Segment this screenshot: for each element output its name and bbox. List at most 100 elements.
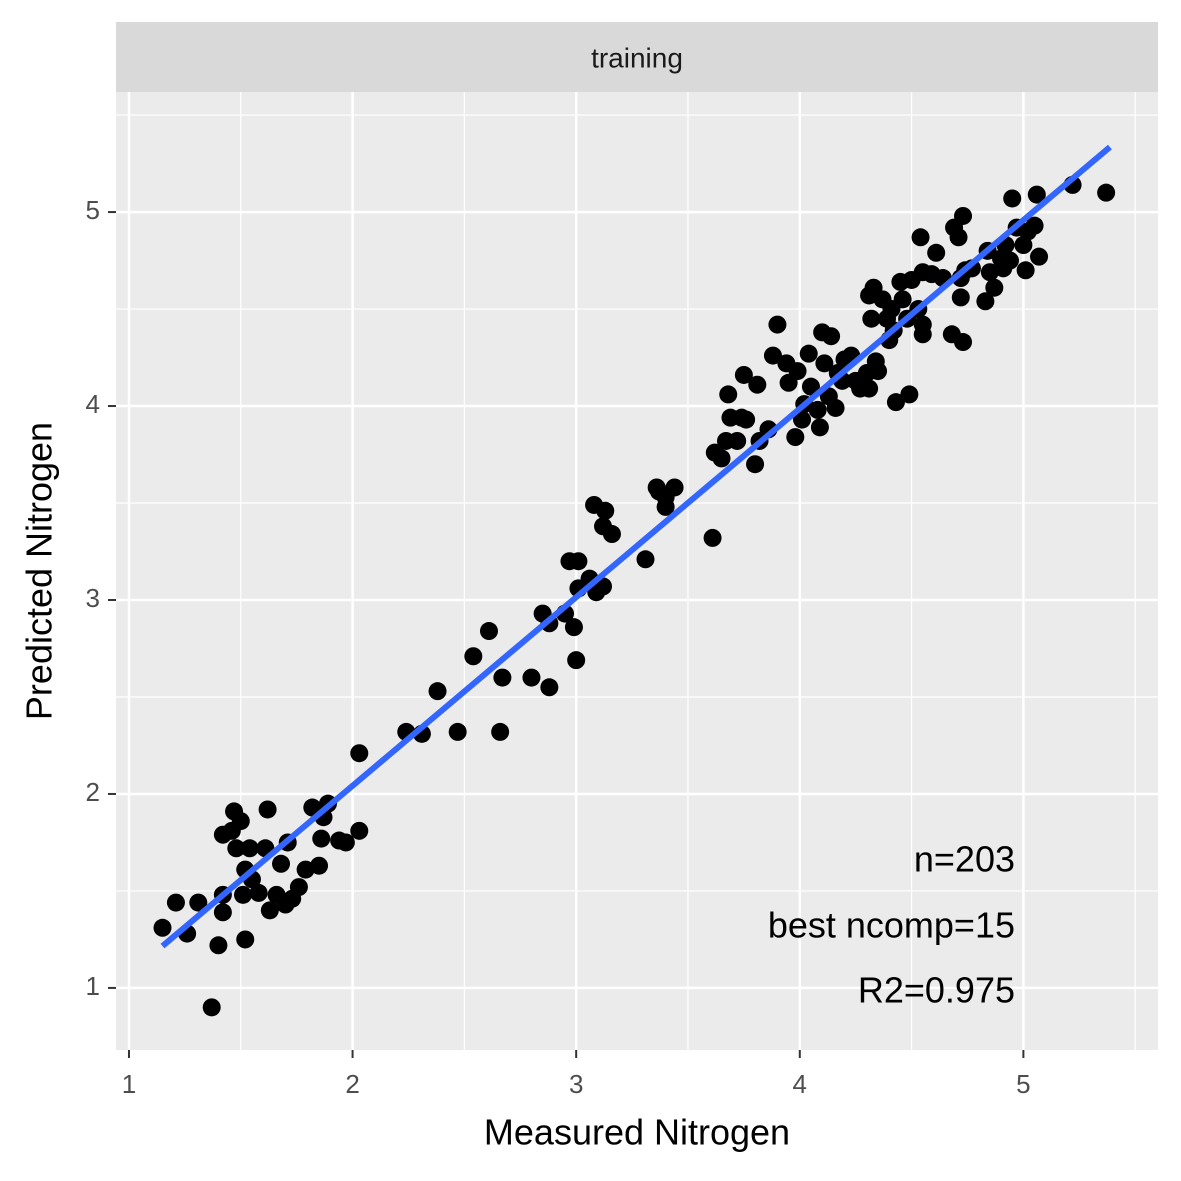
point: [569, 552, 588, 571]
point: [522, 668, 541, 687]
point: [310, 856, 329, 875]
point: [985, 278, 1004, 297]
point: [951, 288, 970, 307]
point: [272, 854, 291, 873]
point: [913, 325, 932, 344]
point: [448, 722, 467, 741]
point: [822, 327, 841, 346]
point: [799, 344, 818, 363]
annotation: best ncomp=15: [768, 905, 1015, 946]
point: [567, 651, 586, 670]
point: [900, 385, 919, 404]
point: [719, 385, 738, 404]
point: [1027, 185, 1046, 204]
axes: 1 2 3 4 5 1 2 3 4 5: [86, 195, 1031, 1099]
point: [231, 812, 250, 831]
point: [1003, 189, 1022, 208]
point: [893, 290, 912, 309]
marks: [153, 144, 1116, 1017]
point: [258, 800, 277, 819]
point: [1097, 183, 1116, 202]
x-tick-label: 1: [122, 1069, 136, 1099]
point: [1000, 251, 1019, 270]
point: [886, 393, 905, 412]
point: [927, 243, 946, 262]
point: [808, 400, 827, 419]
point: [236, 930, 255, 949]
point: [656, 497, 675, 516]
point: [703, 528, 722, 547]
point: [1016, 261, 1035, 280]
point: [428, 682, 447, 701]
y-axis-title: Predicted Nitrogen: [19, 422, 60, 720]
point: [793, 410, 812, 429]
point: [240, 839, 259, 858]
annotation: n=203: [914, 839, 1015, 880]
x-tick-label: 4: [793, 1069, 807, 1099]
y-tick-label: 3: [86, 583, 100, 613]
point: [1025, 216, 1044, 235]
point: [602, 525, 621, 544]
point: [213, 903, 232, 922]
point: [1014, 236, 1033, 255]
point: [312, 829, 331, 848]
point: [636, 550, 655, 569]
point: [166, 893, 185, 912]
point: [665, 478, 684, 497]
point: [734, 365, 753, 384]
point: [153, 918, 172, 937]
point: [289, 878, 308, 897]
point: [493, 668, 512, 687]
point: [911, 228, 930, 247]
y-tick-label: 4: [86, 389, 100, 419]
point: [249, 883, 268, 902]
point: [209, 936, 228, 955]
point: [202, 998, 221, 1017]
point: [227, 839, 246, 858]
point: [954, 333, 973, 352]
point: [768, 315, 787, 334]
fit-line: [160, 144, 1112, 949]
point: [564, 618, 583, 637]
point: [234, 885, 253, 904]
facet-label: training: [591, 42, 683, 73]
point: [748, 375, 767, 394]
point: [260, 901, 279, 920]
point: [786, 428, 805, 447]
point: [949, 228, 968, 247]
point: [728, 431, 747, 450]
point: [737, 410, 756, 429]
x-tick-label: 5: [1016, 1069, 1030, 1099]
point: [1030, 247, 1049, 266]
point: [350, 821, 369, 840]
y-tick-label: 2: [86, 777, 100, 807]
annotation: R2=0.975: [858, 970, 1015, 1011]
point: [976, 292, 995, 311]
point: [801, 377, 820, 396]
point: [815, 354, 834, 373]
y-tick-label: 5: [86, 195, 100, 225]
point: [336, 833, 355, 852]
point: [788, 362, 807, 381]
strip: [116, 22, 1158, 92]
point: [464, 647, 483, 666]
point: [350, 744, 369, 763]
point: [954, 206, 973, 225]
point: [491, 722, 510, 741]
point: [479, 622, 498, 641]
y-tick-label: 1: [86, 971, 100, 1001]
point: [862, 309, 881, 328]
point: [746, 455, 765, 474]
point: [826, 398, 845, 417]
x-axis-title: Measured Nitrogen: [484, 1112, 790, 1153]
point: [712, 449, 731, 468]
point: [860, 379, 879, 398]
point: [540, 678, 559, 697]
point: [189, 893, 208, 912]
x-tick-label: 2: [345, 1069, 359, 1099]
point: [869, 362, 888, 381]
point: [763, 346, 782, 365]
x-tick-label: 3: [569, 1069, 583, 1099]
point: [810, 418, 829, 437]
